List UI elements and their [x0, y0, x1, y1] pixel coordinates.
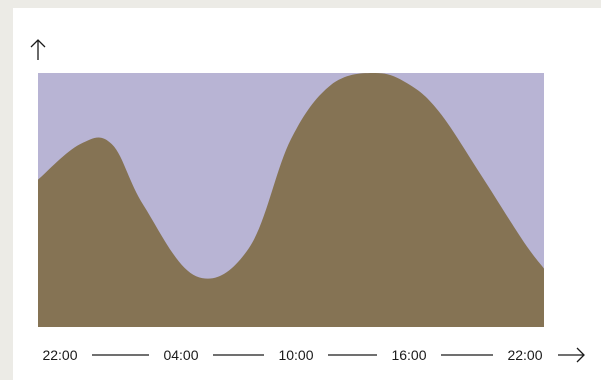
x-axis-arrow-icon — [558, 347, 585, 363]
series-area — [38, 73, 544, 327]
x-tick-label: 22:00 — [42, 347, 77, 363]
y-axis-arrow-icon — [30, 39, 46, 60]
x-tick-label: 10:00 — [278, 347, 313, 363]
x-tick-label: 22:00 — [507, 347, 542, 363]
x-axis: 22:00 04:00 10:00 16:00 22:00 — [42, 347, 542, 363]
x-tick-label: 04:00 — [163, 347, 198, 363]
x-tick-label: 16:00 — [391, 347, 426, 363]
